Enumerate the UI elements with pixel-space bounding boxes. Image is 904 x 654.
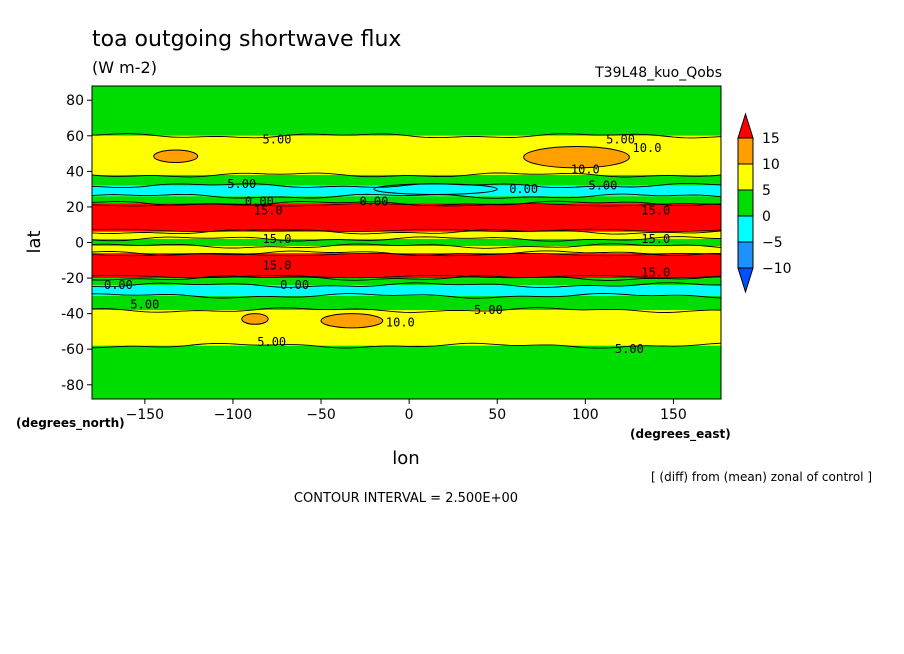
contour-label: 5.00 — [615, 342, 644, 356]
y-tick-label: 20 — [66, 200, 84, 216]
patch — [523, 145, 630, 169]
patch — [320, 313, 384, 329]
contour-label: 0.00 — [359, 195, 388, 209]
patch — [241, 313, 269, 325]
band — [92, 174, 721, 186]
y-tick-label: 60 — [66, 129, 84, 145]
band — [92, 310, 721, 346]
contour-label: 0.00 — [104, 278, 133, 292]
y-tick-label: -20 — [61, 271, 84, 287]
x-tick-label: −50 — [306, 407, 336, 423]
x-tick-label: 100 — [572, 407, 599, 423]
contour-label: 5.00 — [227, 177, 256, 191]
y-tick-label: 40 — [66, 164, 84, 180]
x-tick-label: 50 — [488, 407, 506, 423]
contour-line — [91, 229, 722, 235]
band — [92, 246, 721, 254]
band — [92, 285, 721, 296]
contour-label: 10.0 — [571, 163, 600, 177]
contour-label: 5.00 — [130, 298, 159, 312]
contour-label: 15.0 — [263, 232, 292, 246]
y-axis-label: lat — [24, 230, 45, 253]
y-tick-label: -40 — [61, 307, 84, 323]
contour-line — [91, 342, 722, 349]
colorbar-segment — [737, 215, 754, 243]
patch — [153, 149, 199, 163]
band — [92, 196, 721, 204]
colorbar-label: 10 — [762, 157, 780, 173]
band — [92, 238, 721, 247]
contour-label: 15.0 — [263, 259, 292, 273]
contour-label: 5.00 — [606, 132, 635, 146]
contour-label: 5.00 — [588, 179, 617, 193]
contour-label: 15.0 — [641, 203, 670, 217]
contour-line — [91, 253, 722, 257]
colorbar: 15 10 5 0 −5 −10 — [737, 112, 792, 294]
colorbar-segment — [737, 189, 754, 217]
experiment-label: T39L48_kuo_Qobs — [594, 65, 722, 81]
band — [92, 231, 721, 239]
colorbar-label: 0 — [762, 209, 771, 225]
contour-label: 5.00 — [474, 303, 503, 317]
band — [92, 203, 721, 232]
x-axis-label: lon — [392, 448, 419, 469]
contour-line — [91, 243, 722, 249]
contour-interval: CONTOUR INTERVAL = 2.500E+00 — [294, 491, 518, 506]
band — [92, 278, 721, 286]
colorbar-label: −10 — [762, 261, 792, 277]
contour-line — [91, 203, 722, 207]
y-tick-label: 80 — [66, 93, 84, 109]
y-tick-label: -80 — [61, 378, 84, 394]
contour-line — [91, 228, 722, 232]
x-tick-label: −100 — [214, 407, 252, 423]
contour-label: 5.00 — [263, 132, 292, 146]
band — [92, 295, 721, 311]
band — [92, 345, 721, 399]
contour-line — [91, 182, 722, 189]
x-axis-unit: (degrees_east) — [630, 427, 731, 442]
contour-label: 15.0 — [254, 203, 283, 217]
contour-line — [92, 292, 722, 299]
contour-label: 0.00 — [245, 195, 274, 209]
contour-label: 15.0 — [641, 232, 670, 246]
chart-title: toa outgoing shortwave flux — [92, 27, 401, 52]
colorbar-label: −5 — [762, 235, 783, 251]
x-tick-label: −150 — [126, 407, 164, 423]
colorbar-segment — [737, 112, 754, 139]
contour-line — [91, 307, 722, 313]
contour-label: 10.0 — [386, 316, 415, 330]
colorbar-segment — [737, 163, 754, 191]
contour-label: 0.00 — [280, 278, 309, 292]
contour-label: 10.0 — [633, 141, 662, 155]
comparison-note: [ (diff) from (mean) zonal of control ] — [651, 470, 872, 484]
colorbar-label: 15 — [762, 131, 780, 147]
contour-line — [91, 193, 722, 199]
y-tick-label: -60 — [61, 342, 84, 358]
y-axis: -80 -60 -40 -20 0 20 40 60 80 — [61, 93, 92, 394]
contour-line — [91, 282, 721, 288]
band — [92, 86, 721, 136]
band — [92, 253, 721, 279]
colorbar-label: 5 — [762, 183, 771, 199]
colorbar-segment — [737, 267, 754, 294]
x-axis: −150 −100 −50 0 50 100 150 — [126, 399, 687, 423]
chart-units: (W m-2) — [92, 58, 157, 77]
colorbar-segment — [737, 137, 754, 165]
contour-label: 5.00 — [257, 335, 286, 349]
contour-line — [91, 200, 722, 207]
contour-line — [91, 275, 722, 279]
y-tick-label: 0 — [75, 236, 84, 252]
x-tick-label: 0 — [405, 407, 414, 423]
y-axis-unit: (degrees_north) — [16, 416, 125, 431]
contour-label: 0.00 — [509, 182, 538, 196]
colorbar-segment — [737, 241, 754, 269]
x-tick-label: 150 — [660, 407, 687, 423]
contour-label: 15.0 — [641, 266, 670, 280]
contour-line — [91, 133, 722, 139]
contour-line — [91, 172, 722, 178]
contour-line — [91, 236, 722, 242]
patch — [373, 183, 498, 195]
